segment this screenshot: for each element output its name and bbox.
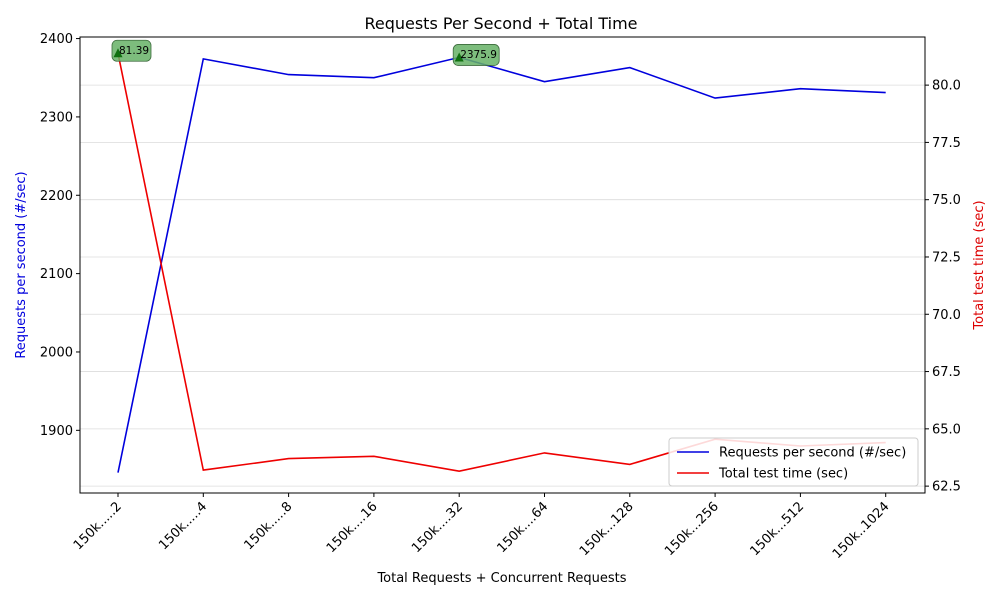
series-line-time bbox=[117, 53, 886, 473]
left-tick-label-4: 2300 bbox=[40, 110, 73, 125]
right-tick-label-6: 77.5 bbox=[932, 136, 961, 151]
x-axis: 150k.....2 150k.....4 150k.....8 150k....16… bbox=[71, 493, 893, 562]
right-tick-label-5: 75.0 bbox=[932, 193, 961, 208]
x-tick-label-8: 150k...512 bbox=[747, 499, 807, 559]
legend-label-rps: Requests per second (#/sec) bbox=[719, 446, 906, 461]
right-y-axis: 62.5 65.0 67.5 70.0 72.5 75.0 77.5 80.0 bbox=[925, 79, 961, 495]
legend-box bbox=[668, 437, 919, 487]
x-tick-label-4: 150k....32 bbox=[409, 499, 466, 556]
annotation-label-0: 81.39 bbox=[119, 45, 149, 57]
left-tick-label-3: 2200 bbox=[40, 189, 73, 204]
series-lines bbox=[117, 53, 886, 473]
x-tick-label-2: 150k.....8 bbox=[241, 499, 295, 553]
annotations: 81.39 2375.9 bbox=[111, 39, 500, 66]
x-tick-label-5: 150k....64 bbox=[494, 499, 551, 556]
legend: Requests per second (#/sec) Total test t… bbox=[668, 437, 919, 487]
left-y-axis: 1900 2000 2100 2200 2300 2400 bbox=[40, 32, 80, 439]
x-tick-label-7: 150k...256 bbox=[662, 499, 722, 559]
left-tick-label-1: 2000 bbox=[40, 345, 73, 360]
annotation-box-1 bbox=[452, 44, 500, 66]
right-tick-label-0: 62.5 bbox=[932, 480, 961, 495]
grid-lines bbox=[80, 84, 925, 487]
plot-frame bbox=[79, 36, 926, 494]
right-tick-label-4: 72.5 bbox=[932, 250, 961, 265]
left-y-axis-label: Requests per second (#/sec) bbox=[14, 171, 29, 358]
annotation-label-1: 2375.9 bbox=[460, 49, 497, 61]
annotation-marker-1 bbox=[454, 52, 464, 62]
right-tick-label-2: 67.5 bbox=[932, 365, 961, 380]
left-tick-label-0: 1900 bbox=[40, 424, 73, 439]
x-tick-label-3: 150k....16 bbox=[324, 499, 381, 556]
left-tick-label-2: 2100 bbox=[40, 267, 73, 282]
x-tick-label-0: 150k.....2 bbox=[71, 499, 125, 553]
series-line-rps bbox=[117, 56, 886, 473]
right-tick-label-7: 80.0 bbox=[932, 79, 961, 94]
x-tick-label-1: 150k.....4 bbox=[156, 499, 210, 553]
right-y-axis-label: Total test time (sec) bbox=[972, 200, 987, 330]
right-tick-label-1: 65.0 bbox=[932, 422, 961, 437]
chart-title: Requests Per Second + Total Time bbox=[364, 14, 637, 33]
x-tick-label-6: 150k...128 bbox=[577, 499, 637, 559]
left-tick-label-5: 2400 bbox=[40, 32, 73, 47]
annotation-marker-0 bbox=[113, 48, 123, 58]
right-tick-label-3: 70.0 bbox=[932, 308, 961, 323]
legend-label-time: Total test time (sec) bbox=[718, 467, 848, 482]
x-axis-label: Total Requests + Concurrent Requests bbox=[376, 571, 626, 586]
x-tick-label-9: 150k..1024 bbox=[830, 499, 893, 562]
